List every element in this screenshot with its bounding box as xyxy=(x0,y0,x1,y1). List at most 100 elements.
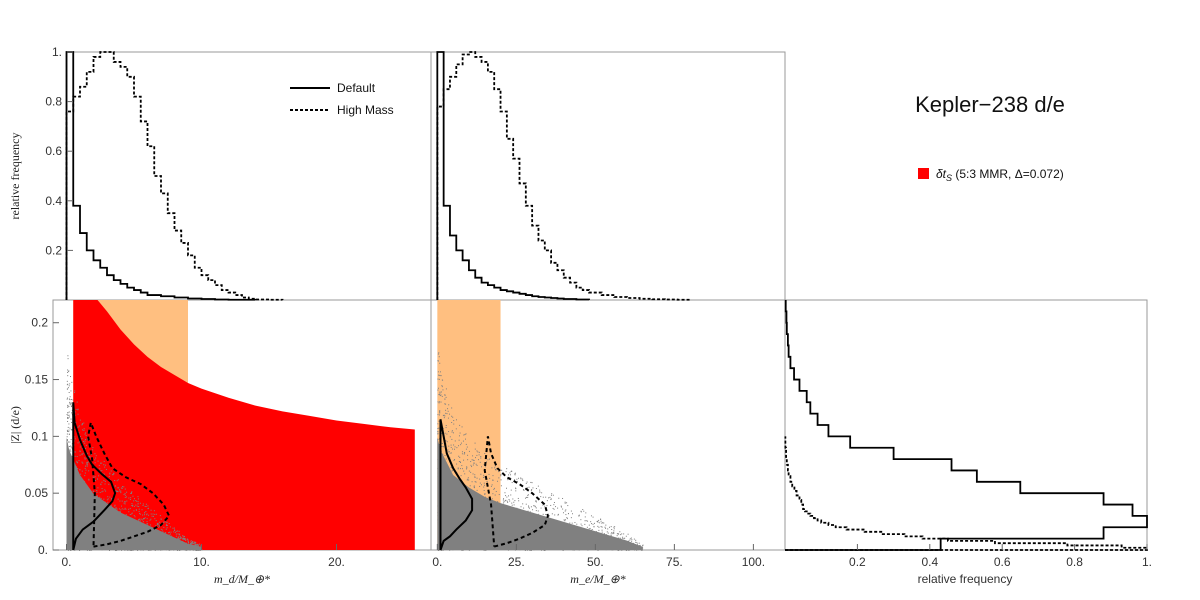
scatter-point xyxy=(147,538,149,540)
hist-z-xtick-label: 0.8 xyxy=(1066,555,1083,569)
scatter-point xyxy=(70,515,72,517)
scatter-point xyxy=(582,528,584,530)
scatter-point xyxy=(452,502,454,504)
scatter-point xyxy=(142,504,144,506)
scatter-point xyxy=(130,492,132,494)
scatter-point xyxy=(95,524,97,526)
scatter-point xyxy=(465,433,467,435)
scatter-point xyxy=(548,522,550,524)
scatter-point xyxy=(508,495,510,497)
scatter-point xyxy=(79,450,81,452)
scatter-point xyxy=(81,461,83,463)
scatter-point xyxy=(139,513,141,515)
scatter-point xyxy=(143,538,145,540)
scatter-point xyxy=(462,503,464,505)
scatter-point xyxy=(470,471,472,473)
scatter-point xyxy=(70,477,72,479)
scatter-point xyxy=(610,526,612,528)
scatter-point xyxy=(118,487,120,489)
scatter-point xyxy=(524,542,526,544)
scatter-point xyxy=(137,498,139,500)
scatter-point xyxy=(70,471,72,473)
scatter-point xyxy=(66,447,68,449)
scatter-point xyxy=(81,438,83,440)
scatter-point xyxy=(635,539,637,541)
scatter-point xyxy=(444,394,446,396)
scatter-point xyxy=(560,505,562,507)
scatter-point xyxy=(122,533,124,535)
scatter-point xyxy=(635,546,637,548)
scatter-point xyxy=(123,548,125,550)
scatter-point xyxy=(135,509,137,511)
scatter-point xyxy=(540,515,542,517)
scatter-point xyxy=(527,494,529,496)
scatter-point xyxy=(108,535,110,537)
scatter-point xyxy=(124,549,126,551)
scatter-point xyxy=(507,513,509,515)
scatter-point xyxy=(600,518,602,520)
scatter-point xyxy=(168,534,170,536)
scatter-point xyxy=(83,502,85,504)
scatter-point xyxy=(539,533,541,535)
scatter-point xyxy=(68,431,70,433)
scatter-point xyxy=(460,475,462,477)
scatter-point xyxy=(181,541,183,543)
scatter-point xyxy=(592,538,594,540)
scatter-point xyxy=(442,464,444,466)
scatter-point xyxy=(458,435,460,437)
scatter-point xyxy=(160,538,162,540)
scatter-point xyxy=(101,535,103,537)
scatter-point xyxy=(451,407,453,409)
scatter-point xyxy=(566,502,568,504)
scatter-point xyxy=(101,549,103,551)
scatter-point xyxy=(440,391,442,393)
scatter-point xyxy=(511,546,513,548)
scatter-point xyxy=(98,538,100,540)
scatter-point xyxy=(198,547,200,549)
scatter-point xyxy=(158,525,160,527)
scatter-point xyxy=(79,454,81,456)
scatter-point xyxy=(564,501,566,503)
scatter-point xyxy=(146,536,148,538)
scatter-point xyxy=(74,467,76,469)
scatter-point xyxy=(438,514,440,516)
scatter-point xyxy=(68,441,70,443)
scatter-point xyxy=(505,495,507,497)
scatter-point xyxy=(190,541,192,543)
scatter-point xyxy=(86,464,88,466)
scatter-point xyxy=(71,536,73,538)
scatter-point xyxy=(78,514,80,516)
scatter-point xyxy=(518,477,520,479)
scatter-point xyxy=(451,438,453,440)
scatter-point xyxy=(98,513,100,515)
scatter-point xyxy=(619,531,621,533)
scatter-point xyxy=(495,506,497,508)
scatter-point xyxy=(162,547,164,549)
scatter-point xyxy=(627,548,629,550)
scatter-point xyxy=(174,529,176,531)
scatter-point xyxy=(69,403,71,405)
scatter-point xyxy=(570,529,572,531)
scatter-point xyxy=(506,520,508,522)
scatter-point xyxy=(115,490,117,492)
scatter-point xyxy=(127,549,129,551)
scatter-point xyxy=(616,537,618,539)
scatter-point xyxy=(469,539,471,541)
scatter-point xyxy=(540,496,542,498)
scatter-point xyxy=(77,413,79,415)
scatter-point xyxy=(180,543,182,545)
scatter-point xyxy=(108,524,110,526)
scatter-point xyxy=(509,548,511,550)
scatter-point xyxy=(465,468,467,470)
scatter-point xyxy=(80,527,82,529)
scatter-point xyxy=(70,445,72,447)
scatter-point xyxy=(76,486,78,488)
scatter-point xyxy=(118,549,120,551)
scatter-point xyxy=(550,498,552,500)
scatter-point xyxy=(83,543,85,545)
scatter-point xyxy=(445,525,447,527)
scatter-point xyxy=(192,547,194,549)
scatter-point xyxy=(91,549,93,551)
scatter-point xyxy=(107,501,109,503)
scatter-point xyxy=(527,487,529,489)
